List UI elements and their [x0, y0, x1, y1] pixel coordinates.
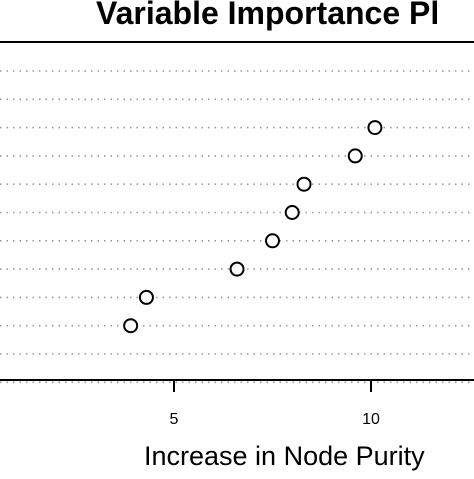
plot-frame — [0, 41, 474, 381]
data-point — [347, 148, 363, 164]
data-point — [284, 205, 300, 220]
x-axis-ticks: 5 10 — [170, 380, 380, 428]
x-tick-label: 10 — [362, 411, 380, 428]
data-point — [296, 176, 312, 192]
x-tick-label: 5 — [170, 411, 179, 428]
chart-title: Variable Importance Pl — [96, 0, 439, 31]
data-point — [265, 233, 280, 249]
gridlines — [0, 70, 474, 384]
data-point — [138, 289, 154, 305]
data-point — [123, 318, 139, 334]
x-axis-label: Increase in Node Purity — [144, 441, 425, 471]
data-point — [367, 120, 383, 136]
data-points — [123, 120, 383, 334]
data-point — [229, 261, 245, 277]
